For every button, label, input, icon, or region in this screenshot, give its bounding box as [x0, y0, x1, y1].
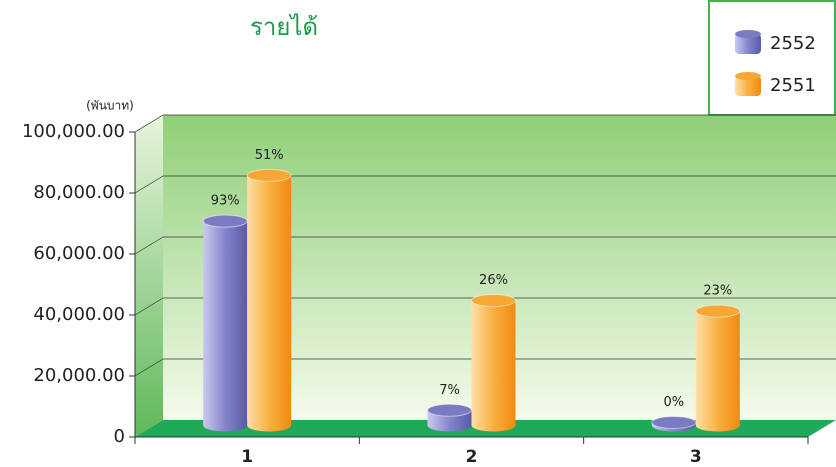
bar: [471, 300, 516, 432]
bar-top: [471, 293, 516, 307]
chart-title: รายได้: [250, 13, 318, 41]
y-tick-label: 40,000.00: [33, 304, 125, 325]
grid-line: [134, 297, 164, 316]
legend-swatch: [735, 34, 761, 54]
percent-label: 51%: [255, 148, 284, 163]
grid-line: [134, 358, 164, 377]
percent-label: 23%: [703, 284, 732, 299]
side-wall: [135, 115, 163, 437]
x-tick-label: 1: [241, 447, 253, 467]
bar-top: [246, 168, 292, 182]
back-wall: [163, 115, 836, 420]
y-tick-label: 80,000.00: [33, 182, 125, 203]
legend-swatch-top: [735, 72, 761, 80]
x-tick-label: 3: [690, 447, 702, 467]
grid-line: [134, 114, 164, 133]
legend-label: 2551: [770, 75, 816, 96]
grid-line: [134, 175, 164, 194]
percent-label: 7%: [439, 383, 460, 398]
bar: [695, 311, 740, 432]
legend: [708, 0, 836, 116]
bar: [203, 221, 248, 432]
legend-swatch: [735, 76, 761, 96]
y-tick-label: 0: [114, 426, 125, 447]
bar-top: [202, 214, 248, 228]
percent-label: 93%: [211, 194, 240, 209]
percent-label: 0%: [664, 395, 685, 410]
legend-label: 2552: [770, 33, 816, 54]
y-tick-label: 60,000.00: [33, 243, 125, 264]
grid-line: [134, 236, 164, 255]
y-tick-label: 100,000.00: [22, 121, 125, 142]
bar-top: [651, 415, 697, 429]
y-axis-label: (พันบาท): [86, 99, 134, 113]
legend-swatch-top: [735, 30, 761, 38]
bar-top: [695, 304, 741, 318]
x-tick-label: 2: [466, 447, 478, 467]
bar: [247, 175, 292, 432]
percent-label: 26%: [479, 273, 508, 288]
y-tick-label: 20,000.00: [33, 365, 125, 386]
bar-top: [427, 403, 472, 417]
